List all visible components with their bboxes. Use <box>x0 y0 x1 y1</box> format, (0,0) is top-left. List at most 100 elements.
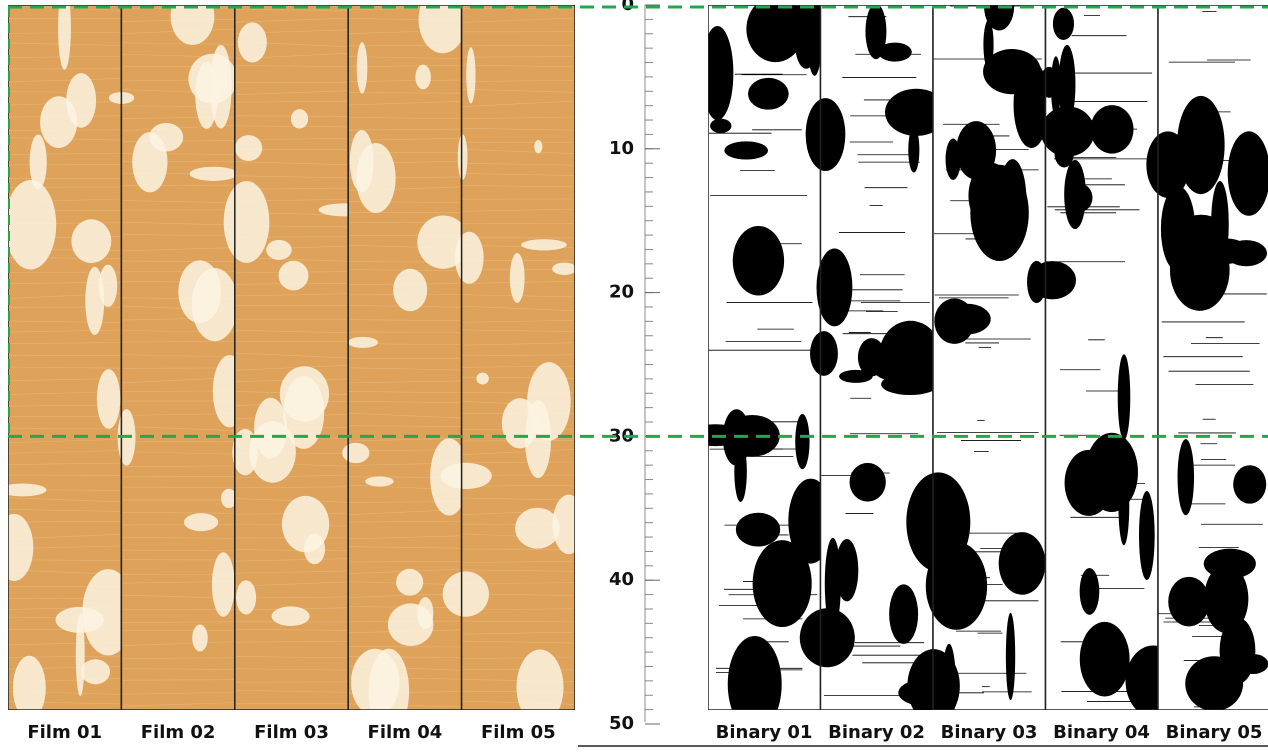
film-texture <box>461 640 575 644</box>
film-spot <box>266 239 292 260</box>
binary-blob <box>1233 465 1267 504</box>
film-texture <box>121 621 235 624</box>
binary-blob <box>908 127 920 173</box>
binary-blob <box>824 537 841 630</box>
film-spot <box>80 659 111 685</box>
film-texture <box>234 65 349 67</box>
binary-strips <box>708 5 1268 710</box>
binary-blob <box>881 373 939 396</box>
film-spot <box>232 428 259 476</box>
film-texture <box>461 320 575 323</box>
film-spot <box>191 267 238 342</box>
film-spot <box>132 132 168 193</box>
film-label: Film 05 <box>481 722 556 743</box>
film-spot <box>457 134 468 180</box>
film-label: Film 02 <box>141 722 216 743</box>
film-spot <box>418 5 467 54</box>
film-texture <box>348 367 462 371</box>
film-texture <box>348 79 462 82</box>
film-spot <box>356 42 368 94</box>
binary-blob <box>849 462 886 502</box>
film-spot <box>220 488 237 509</box>
film-texture <box>234 640 349 643</box>
film-spot <box>188 53 237 104</box>
film-spot <box>271 606 310 627</box>
film-texture <box>461 88 575 93</box>
film-texture <box>461 80 575 82</box>
binary-blob <box>816 248 853 327</box>
binary-blob <box>1219 617 1256 685</box>
film-spot <box>281 495 330 553</box>
binary-blob <box>1054 139 1074 168</box>
film-texture <box>461 620 575 623</box>
binary-blob <box>885 88 948 136</box>
film-texture <box>234 352 349 359</box>
film-spot <box>415 64 431 90</box>
film-spot <box>350 648 400 710</box>
film-texture <box>121 354 235 358</box>
film-texture <box>121 716 234 718</box>
film-texture <box>234 293 349 297</box>
film-spot <box>552 262 575 275</box>
film-texture <box>461 64 575 68</box>
film-texture <box>234 549 349 552</box>
film-texture <box>234 486 349 489</box>
binary-blob <box>805 98 846 172</box>
binary-label: Binary 05 <box>1166 722 1263 743</box>
film-texture <box>8 462 122 465</box>
film-spot <box>234 135 263 162</box>
film-texture <box>8 342 122 344</box>
binary-blob <box>727 636 782 710</box>
film-texture <box>8 78 122 83</box>
film-texture <box>461 631 575 635</box>
film-texture <box>234 656 349 659</box>
film-texture <box>461 162 575 166</box>
film-texture <box>121 426 235 431</box>
binary-blob <box>1227 131 1268 216</box>
film-texture <box>234 628 349 631</box>
film-texture <box>234 581 349 587</box>
film-spot <box>237 22 267 63</box>
film-spot <box>189 166 238 181</box>
binary-blob <box>810 331 838 376</box>
film-texture <box>8 90 122 94</box>
film-texture <box>461 116 575 120</box>
film-texture <box>8 366 122 369</box>
binary-blob <box>1237 654 1268 674</box>
binary-blob <box>724 141 769 160</box>
film-spot <box>55 606 104 633</box>
binary-blob <box>1177 95 1225 195</box>
binary-blob <box>1085 432 1138 513</box>
film-texture <box>461 208 575 212</box>
film-spot <box>534 139 543 154</box>
tick-label: 50 <box>609 713 634 734</box>
film-texture <box>461 100 575 107</box>
film-texture <box>234 570 349 574</box>
film-spot <box>211 552 235 617</box>
film-texture <box>121 260 235 262</box>
film-texture <box>8 509 122 512</box>
binary-blob <box>1029 261 1076 300</box>
film-texture <box>234 689 349 693</box>
film-spot <box>98 264 118 307</box>
film-spot <box>365 476 394 487</box>
binary-blob <box>1117 354 1131 441</box>
binary-blob <box>1052 7 1075 40</box>
film-spot <box>347 336 378 348</box>
labels: Film 01 Film 02 Film 03 Film 04 Film 05 Binar… <box>27 722 1262 743</box>
depth-scale: 01020304050 <box>609 0 660 734</box>
film-spot <box>12 655 46 710</box>
binary-blob <box>1058 44 1076 124</box>
film-border <box>460 5 575 710</box>
film-spot <box>515 507 560 549</box>
film-texture <box>121 42 235 45</box>
film-texture <box>461 656 575 660</box>
film-texture <box>348 546 462 549</box>
binary-border <box>1157 5 1268 710</box>
film-texture <box>234 498 349 503</box>
binary-blob <box>1040 106 1095 157</box>
film-spot <box>387 603 434 646</box>
film-texture <box>8 439 122 443</box>
film-texture <box>348 128 462 131</box>
